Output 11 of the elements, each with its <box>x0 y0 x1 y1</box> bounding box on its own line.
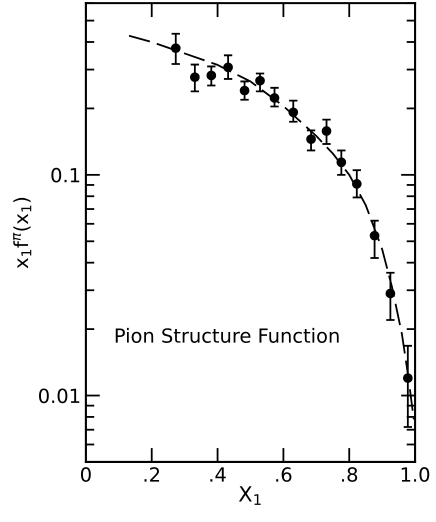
x-tick-label: 1.0 <box>402 467 430 482</box>
x-tick-label: .2 <box>144 467 160 482</box>
y-axis-title: x$_{1}$f$^{π}$(x$_{1}$) <box>13 198 32 268</box>
x-tick-label: 0 <box>80 467 91 482</box>
x-tick-label: .8 <box>342 467 358 482</box>
annotation: Pion Structure Function <box>116 328 339 343</box>
y-tick-label: 0.1 <box>51 168 80 183</box>
x-tick-label: .6 <box>276 467 292 482</box>
x-axis-title: X$_{1}$ <box>238 486 261 505</box>
y-tick-label: 0.01 <box>39 388 80 404</box>
x-tick-label: .4 <box>210 467 226 482</box>
